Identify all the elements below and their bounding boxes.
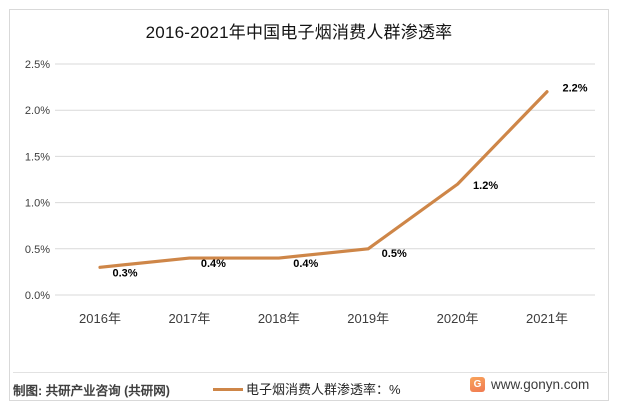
chart-title: 2016-2021年中国电子烟消费人群渗透率 <box>145 23 453 42</box>
y-tick-label: 0.5% <box>25 244 50 256</box>
legend: 电子烟消费人群渗透率：% <box>213 379 401 398</box>
y-tick-label: 2.0% <box>25 105 50 117</box>
x-axis-label: 2016年 <box>79 311 121 326</box>
y-tick-label: 1.5% <box>25 151 50 163</box>
y-tick-label: 0.0% <box>25 290 50 302</box>
data-label: 0.4% <box>201 258 226 270</box>
legend-label: 电子烟消费人群渗透率：% <box>246 382 401 397</box>
x-axis-label: 2018年 <box>258 311 300 326</box>
data-label: 2.2% <box>562 83 587 95</box>
legend-line-icon <box>213 387 243 391</box>
x-axis-label: 2020年 <box>437 311 479 326</box>
x-axis-label: 2017年 <box>168 311 210 326</box>
y-tick-label: 1.0% <box>25 198 50 210</box>
site-watermark: G www.gonyn.com <box>470 377 589 392</box>
footer-divider <box>13 372 607 373</box>
data-label: 0.4% <box>293 258 318 270</box>
data-label: 0.3% <box>112 267 137 279</box>
y-tick-label: 2.5% <box>25 59 50 71</box>
footer-credit: 制图: 共研产业咨询 (共研网) <box>13 384 170 398</box>
website-url: www.gonyn.com <box>491 377 590 392</box>
data-label: 1.2% <box>473 180 498 192</box>
series-line <box>98 90 549 269</box>
gonyn-logo-icon: G <box>470 377 485 392</box>
x-axis-label: 2021年 <box>526 311 568 326</box>
data-label: 0.5% <box>382 248 407 260</box>
chart-card <box>9 9 609 401</box>
x-axis-label: 2019年 <box>347 311 389 326</box>
